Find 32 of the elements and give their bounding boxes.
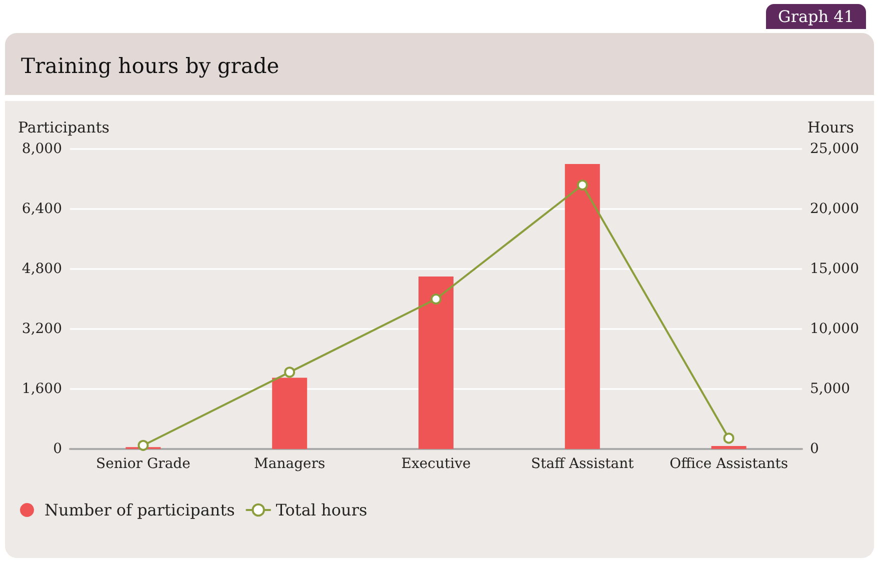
caption: Graph 41 xyxy=(766,4,866,29)
x-tick-label: Senior Grade xyxy=(96,456,190,472)
bar xyxy=(418,276,454,449)
y-tick-label: 3,200 xyxy=(22,321,62,337)
y-tick-label: 6,400 xyxy=(22,201,62,217)
point xyxy=(430,294,442,304)
y2-tick-label: 5,000 xyxy=(810,381,850,397)
x-tick-label: Staff Assistant xyxy=(531,456,634,472)
x-tick-label: Executive xyxy=(401,456,471,472)
legend-label: Total hours xyxy=(276,500,368,520)
point xyxy=(576,180,588,190)
y-tick-label: 4,800 xyxy=(22,261,62,277)
legend-label: Number of participants xyxy=(44,500,235,520)
bar xyxy=(272,378,308,449)
point xyxy=(284,366,296,378)
y2-axis-title: Hours xyxy=(807,118,854,136)
bar xyxy=(564,164,600,449)
chart-title: Training hours by grade xyxy=(5,33,874,101)
x-tick-label: Managers xyxy=(254,456,326,472)
bar xyxy=(711,446,746,449)
x-tick-label: Office Assistants xyxy=(670,456,788,472)
y2-tick-label: 10,000 xyxy=(810,321,859,337)
y2-tick-label: 20,000 xyxy=(810,201,859,217)
y2-tick-label: 25,000 xyxy=(810,141,859,157)
y2-tick-label: 15,000 xyxy=(810,261,859,277)
point xyxy=(723,432,734,444)
y2-tick-label: 0 xyxy=(810,441,819,457)
point xyxy=(138,440,149,451)
y-tick-label: 0 xyxy=(53,441,62,457)
y-tick-label: 1,600 xyxy=(22,381,62,397)
y-axis-title: Participants xyxy=(18,118,110,136)
y-tick-label: 8,000 xyxy=(22,141,62,157)
